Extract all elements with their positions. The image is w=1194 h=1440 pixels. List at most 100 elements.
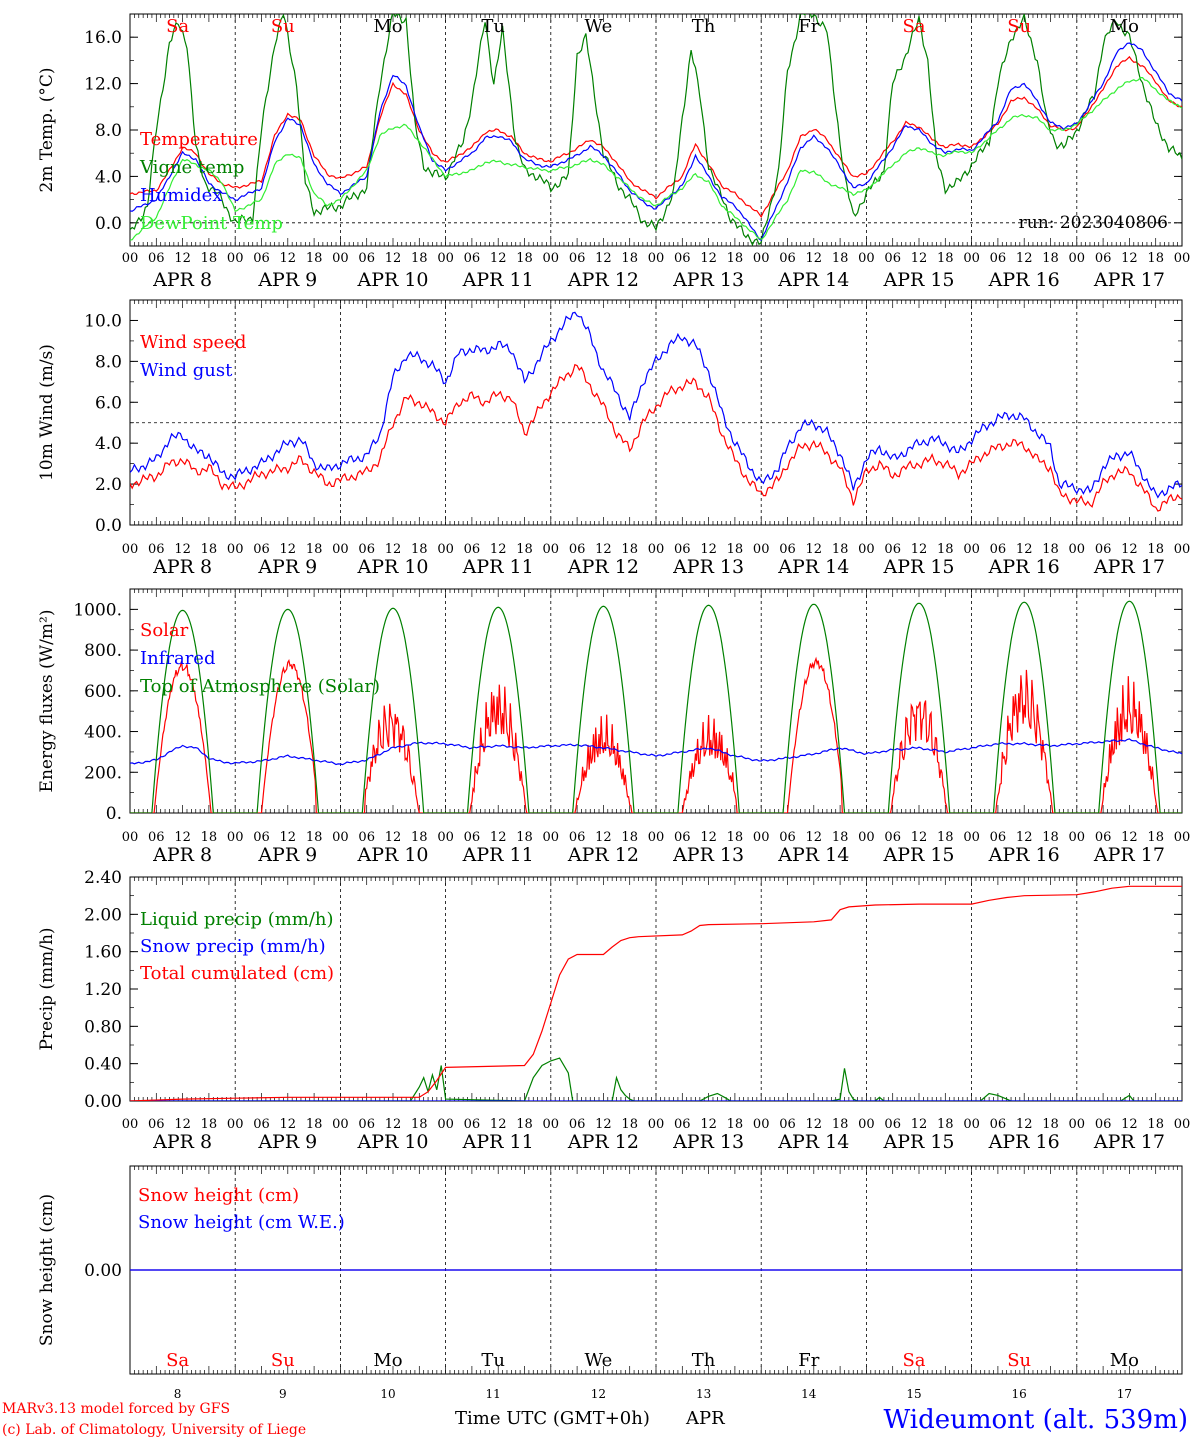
legend-entry: Liquid precip (mm/h) [140,909,334,930]
hour-label: 06 [464,830,481,845]
hour-label: 12 [700,251,717,266]
day-abbr: Sa [166,1350,189,1371]
y-tick-label: 8.0 [95,352,122,372]
hour-label: 12 [1016,251,1033,266]
date-label: APR 15 [882,269,954,291]
hour-label: 18 [832,1117,849,1132]
hour-label: 18 [937,830,954,845]
day-number: 10 [380,1387,395,1401]
hour-label: 12 [806,1117,823,1132]
y-axis-label: 10m Wind (m/s) [37,344,57,481]
day-number: 12 [591,1387,606,1401]
legend-entry: Wind gust [140,360,233,381]
hour-label: 06 [884,542,901,557]
hour-label: 06 [1095,1117,1112,1132]
hour-label: 06 [253,1117,270,1132]
hour-label: 06 [569,251,586,266]
hour-label: 18 [832,251,849,266]
hour-label: 18 [516,1117,533,1132]
y-axis-label: Energy fluxes (W/m²) [37,610,57,793]
legend-entry: Snow height (cm W.E.) [138,1212,345,1233]
hour-label: 06 [990,251,1007,266]
panel-temp: 0.0 4.0 8.0 12.0 16.0 2m Temp. (°C) Temperatur… [37,13,1190,291]
day-number: 16 [1012,1387,1027,1401]
hour-label: 00 [227,830,244,845]
y-tick-label: 0.0 [95,214,122,234]
hour-label: 00 [437,830,454,845]
hour-label: 18 [201,830,218,845]
hour-label: 06 [253,830,270,845]
hour-label: 00 [1174,1117,1191,1132]
legend-entry: Vigne temp [139,157,244,178]
hour-label: 12 [280,251,297,266]
hour-label: 18 [306,1117,323,1132]
hour-label: 18 [1147,1117,1164,1132]
hour-label: 12 [280,830,297,845]
date-label: APR 15 [882,556,954,578]
hour-label: 12 [1016,830,1033,845]
y-tick-label: 6.0 [95,393,122,413]
hour-label: 00 [227,542,244,557]
day-abbr: Tu [481,16,505,37]
date-label: APR 11 [462,844,534,866]
y-tick-label: 0.80 [84,1017,122,1037]
date-label: APR 17 [1093,556,1165,578]
day-abbr: Th [692,16,716,37]
hour-label: 00 [1174,830,1191,845]
y-tick-label: 2.0 [95,475,122,495]
hour-label: 12 [174,251,191,266]
hour-label: 06 [358,251,375,266]
date-label: APR 15 [882,1131,954,1153]
series-line-wind-speed [130,363,1182,512]
panel-wind: 0.0 2.0 4.0 6.0 8.0 10.0 10m Wind (m/s) Wind sp… [37,299,1190,578]
hour-label: 06 [358,542,375,557]
series-line-solar [130,656,1182,813]
series-line-infrared [130,738,1182,766]
hour-label: 18 [1147,251,1164,266]
date-label: APR 14 [777,844,849,866]
hour-label: 12 [1016,1117,1033,1132]
hour-label: 12 [595,830,612,845]
date-label: APR 14 [777,269,849,291]
hour-label: 18 [621,251,638,266]
hour-label: 12 [911,830,928,845]
hour-label: 00 [1069,542,1086,557]
hour-label: 00 [1069,251,1086,266]
y-tick-label: 0. [106,804,122,824]
hour-label: 12 [1121,251,1138,266]
hour-label: 00 [437,251,454,266]
date-label: APR 10 [356,844,428,866]
y-tick-label: 1.20 [84,980,122,1000]
hour-label: 06 [674,251,691,266]
date-label: APR 14 [777,1131,849,1153]
date-label: APR 13 [672,1131,744,1153]
hour-label: 12 [385,542,402,557]
hour-label: 12 [280,542,297,557]
date-label: APR 17 [1093,1131,1165,1153]
series-line-liquid-precip-mm-h- [130,1057,1182,1101]
y-tick-label: 1000. [73,600,122,620]
hour-label: 18 [411,542,428,557]
date-label: APR 8 [152,844,212,866]
date-label: APR 17 [1093,269,1165,291]
legend-entry: Infrared [140,648,215,669]
hour-label: 06 [674,542,691,557]
y-tick-label: 400. [84,723,122,743]
y-tick-label: 0.00 [84,1092,122,1112]
series-line-dewpoint-temp [130,77,1182,241]
hour-label: 00 [753,251,770,266]
hour-label: 00 [1069,1117,1086,1132]
day-number: 8 [174,1387,182,1401]
y-tick-label: 4.0 [95,167,122,187]
hour-label: 18 [832,542,849,557]
hour-label: 06 [358,830,375,845]
hour-label: 00 [858,830,875,845]
plot-area [130,14,1182,246]
hour-label: 12 [1121,830,1138,845]
date-label: APR 16 [988,844,1060,866]
day-number: 9 [279,1387,287,1401]
hour-label: 06 [148,251,165,266]
hour-label: 18 [411,830,428,845]
hour-label: 18 [516,542,533,557]
